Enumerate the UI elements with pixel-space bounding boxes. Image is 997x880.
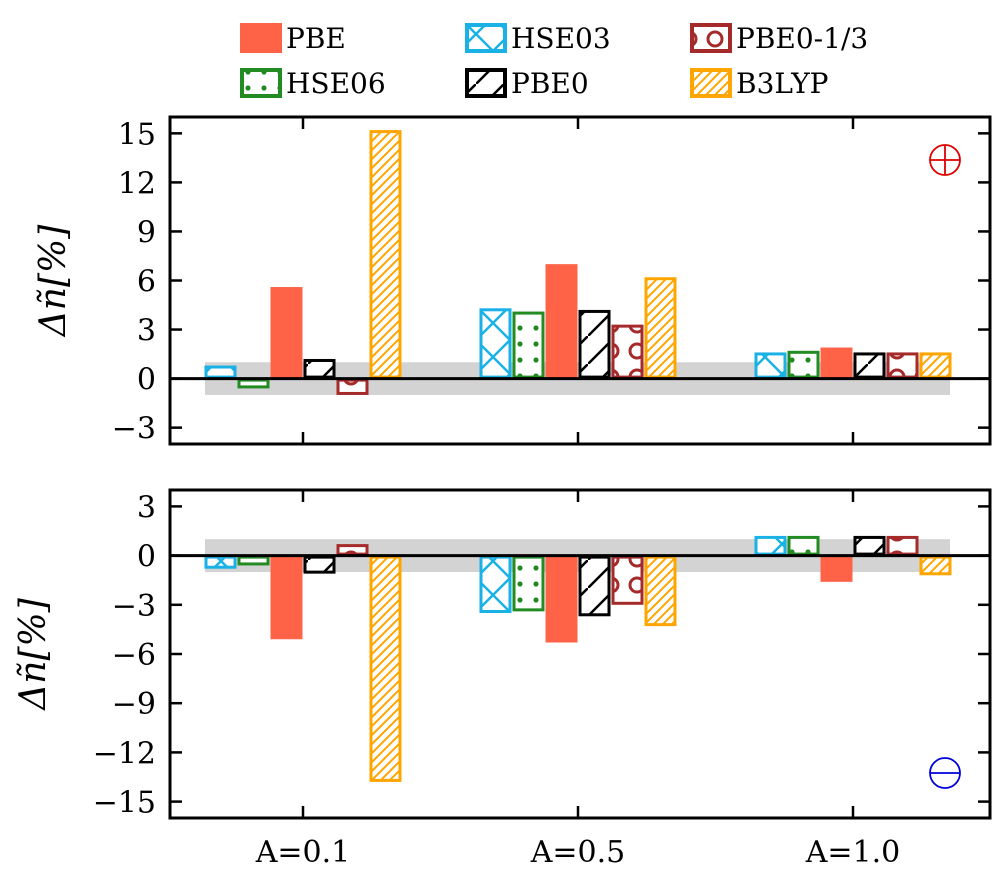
xtick-label-1: A=0.5 — [530, 835, 626, 870]
ytick-label: 15 — [118, 117, 156, 152]
ytick-label: 0 — [137, 540, 156, 575]
bar-plus-b3lyp-2 — [921, 353, 950, 378]
bar-plus-b3lyp-0 — [371, 131, 400, 378]
bar-plus-hse03-0 — [206, 367, 235, 378]
bar-minus-pbe0-2 — [855, 537, 884, 555]
ytick-label: −3 — [112, 412, 156, 447]
bar-minus-b3lyp-0 — [371, 557, 400, 781]
bar-plus-hse03-1 — [481, 309, 510, 378]
bar-minus-b3lyp-1 — [646, 557, 675, 625]
bar-plus-pbe0-1 — [580, 311, 609, 378]
bar-minus-hse03-2 — [756, 537, 785, 555]
ytick-label: −3 — [112, 589, 156, 624]
bar-plus-pbe-1 — [545, 264, 578, 379]
bar-minus-hse06-1 — [514, 557, 543, 610]
bar-minus-pbe0-0 — [305, 557, 334, 573]
bar-plus-pbe0-2 — [855, 353, 884, 378]
bar-plus-pbe-2 — [820, 347, 853, 379]
bar-minus-hse06-0 — [239, 557, 268, 564]
legend-swatch-pbe0 — [467, 70, 505, 96]
bar-minus-pbe-0 — [270, 555, 303, 640]
legend-swatch-b3lyp — [692, 70, 730, 96]
bar-minus-pbe0-1 — [580, 557, 609, 615]
ytick-label: 0 — [137, 363, 156, 398]
legend-swatch-hse03 — [467, 25, 505, 51]
legend-label-pbe0: PBE0 — [511, 67, 589, 100]
bar-plus-b3lyp-1 — [646, 278, 675, 378]
legend-swatch-pbe0-1-3 — [692, 25, 730, 51]
bar-plus-pbe0-1-3-1 — [613, 326, 642, 378]
bar-plus-hse06-1 — [514, 313, 543, 378]
bar-minus-hse06-2 — [789, 537, 818, 555]
ytick-label: −9 — [112, 687, 156, 722]
panel-plus: 15 12 9 6 3 0 −3 Δñ[%] — [33, 115, 992, 447]
bar-minus-hse03-1 — [481, 557, 510, 612]
bar-plus-hse06-2 — [789, 352, 818, 378]
ytick-label: 3 — [137, 490, 156, 525]
legend-label-b3lyp: B3LYP — [736, 67, 829, 100]
xtick-label-2: A=1.0 — [805, 835, 901, 870]
x-axis: A=0.1 A=0.5 A=1.0 — [255, 835, 901, 870]
xtick-label-0: A=0.1 — [255, 835, 351, 870]
legend-swatch-hse06 — [242, 70, 280, 96]
bar-plus-hse03-2 — [756, 353, 785, 378]
legend-label-pbe: PBE — [286, 22, 346, 55]
ytick-label: 6 — [137, 265, 156, 300]
ytick-label: 9 — [137, 215, 156, 250]
bar-minus-pbe-2 — [820, 555, 853, 582]
ytick-label: −15 — [93, 786, 156, 821]
legend-label-hse03: HSE03 — [511, 22, 611, 55]
bar-minus-pbe0-1-3-2 — [888, 537, 917, 555]
y-axis-label: Δñ[%] — [13, 597, 54, 711]
ytick-label: −6 — [112, 638, 156, 673]
bar-plus-pbe0-1-3-0 — [338, 380, 367, 394]
circled-plus-icon — [929, 144, 961, 176]
bar-minus-hse03-0 — [206, 557, 235, 568]
bar-plus-hse06-0 — [239, 380, 268, 387]
bar-plus-pbe0-1-3-2 — [888, 353, 917, 378]
bar-minus-pbe0-1-3-1 — [613, 557, 642, 604]
legend-swatch-pbe — [240, 23, 282, 53]
circled-minus-icon — [929, 757, 961, 789]
legend-label-hse06: HSE06 — [286, 67, 386, 100]
bar-minus-pbe0-1-3-0 — [338, 545, 367, 555]
legend: PBE HSE03 PBE0-1/3 HSE06 PBE0 B3LYP — [240, 22, 868, 100]
bar-minus-b3lyp-2 — [921, 557, 950, 574]
ytick-label: 3 — [137, 314, 156, 349]
bar-minus-pbe-1 — [545, 555, 578, 643]
ytick-label: 12 — [118, 166, 156, 201]
ytick-label: −12 — [93, 736, 156, 771]
bar-plus-pbe-0 — [270, 287, 303, 379]
bar-plus-pbe0-0 — [305, 360, 334, 378]
panel-minus: 3 0 −3 −6 −9 −12 −15 Δñ[%] — [13, 488, 992, 821]
legend-label-pbe0-1-3: PBE0-1/3 — [736, 22, 868, 55]
y-axis-label: Δñ[%] — [33, 224, 74, 338]
